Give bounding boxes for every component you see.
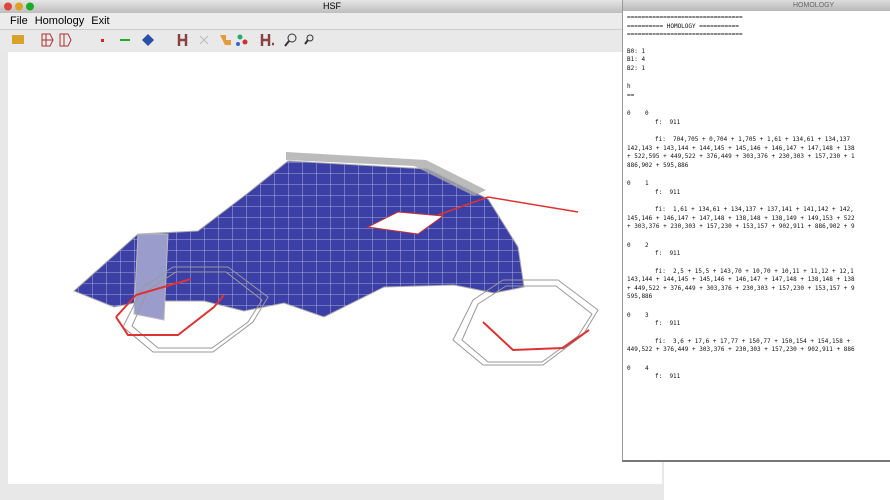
console-text: ================================ ========… (623, 11, 890, 382)
block-fi: fi: 1,61 + 134,61 + 134,137 + 137,141 + … (655, 206, 854, 213)
block-index: 0 0 (627, 110, 649, 117)
block-fi: fi: 2,5 + 15,5 + 143,70 + 10,70 + 10,11 … (655, 267, 854, 275)
mesh-model (73, 152, 599, 366)
block-fi: 449,522 + 376,449 + 303,376 + 230,303 + … (627, 346, 855, 353)
block-fi: 886,902 + 595,886 (627, 161, 689, 169)
block-index: 0 3 (627, 311, 649, 319)
window-title: HSF (323, 1, 341, 11)
tool-icon[interactable] (236, 34, 248, 47)
zoom-icon[interactable] (284, 33, 297, 47)
block-f: f: 911 (655, 320, 681, 327)
menu-item[interactable]: Homology (34, 15, 85, 27)
toolbar (0, 30, 664, 50)
block-index: 0 2 (627, 241, 649, 249)
block-fi: 143,144 + 144,145 + 145,146 + 146,147 + … (627, 276, 855, 283)
block-f: f: 911 (655, 118, 681, 126)
header-line: ================================ (627, 14, 743, 21)
betti-line: B0: 1 (627, 47, 646, 55)
menu-item[interactable]: File (10, 15, 28, 27)
tool-icon[interactable] (41, 33, 54, 47)
console-title-bar: HOMOLOGY (623, 0, 890, 11)
betti-line: B1: 4 (627, 56, 646, 63)
tool-icon[interactable] (177, 34, 188, 46)
window-controls[interactable] (2, 0, 42, 13)
app-window: HSF File Homology Exit (0, 0, 664, 500)
block-f: f: 911 (655, 250, 681, 257)
console-title: HOMOLOGY (793, 2, 835, 9)
open-icon[interactable] (12, 35, 24, 44)
block-index: 0 1 (627, 180, 649, 187)
zoom-icon[interactable] (304, 34, 314, 45)
betti-line: B2: 1 (627, 64, 646, 72)
block-fi: 595,886 (627, 293, 653, 300)
menu-bar: File Homology Exit (0, 13, 664, 30)
console-window: HOMOLOGY ===============================… (622, 0, 890, 462)
block-fi: fi: 3,6 + 17,6 + 17,77 + 150,77 + 150,15… (655, 337, 851, 345)
face-icon[interactable] (142, 34, 154, 46)
header-line: ================================ (627, 31, 743, 38)
block-fi: + 303,376 + 230,303 + 157,230 + 153,157 … (627, 223, 855, 230)
edge-icon[interactable] (120, 39, 130, 41)
menu-item[interactable]: Exit (91, 15, 110, 27)
block-fi: + 522,595 + 449,522 + 376,449 + 303,376 … (627, 153, 855, 160)
viewport[interactable] (8, 52, 662, 484)
title-bar: HSF (0, 0, 664, 13)
block-index: 0 4 (627, 364, 649, 372)
tool-icon[interactable] (199, 35, 209, 45)
block-f: f: 911 (655, 373, 681, 380)
tool-icon[interactable] (220, 35, 231, 45)
tool-icon[interactable] (59, 33, 72, 47)
block-fi: 145,146 + 146,147 + 147,148 + 138,148 + … (627, 214, 855, 222)
h-line: == (627, 91, 635, 99)
h-line: h (627, 83, 631, 90)
header-line: ========== HOMOLOGY =========== (627, 22, 739, 30)
tool-icon[interactable] (260, 34, 274, 46)
block-fi: fi: 704,705 + 0,704 + 1,705 + 1,61 + 134… (655, 136, 851, 143)
point-icon[interactable] (101, 39, 104, 42)
block-f: f: 911 (655, 188, 681, 196)
block-fi: 142,143 + 143,144 + 144,145 + 145,146 + … (627, 144, 855, 152)
block-fi: + 449,522 + 376,449 + 303,376 + 230,303 … (627, 284, 855, 292)
